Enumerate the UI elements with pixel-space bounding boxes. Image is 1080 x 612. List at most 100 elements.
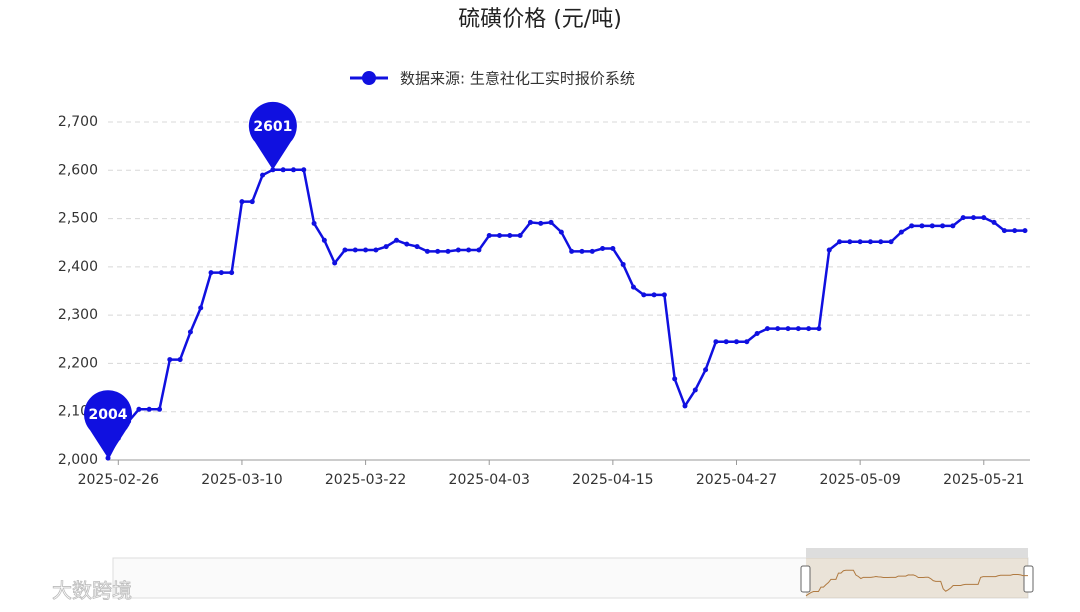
point bbox=[600, 246, 606, 252]
point bbox=[558, 229, 564, 235]
point bbox=[579, 248, 585, 254]
legend-marker bbox=[362, 71, 376, 85]
point bbox=[455, 247, 461, 253]
point bbox=[290, 167, 296, 173]
data-zoom[interactable] bbox=[112, 548, 1034, 599]
slider-bar bbox=[806, 548, 1028, 558]
point bbox=[960, 215, 966, 221]
pin bbox=[248, 101, 297, 170]
pin bbox=[84, 390, 132, 459]
point bbox=[538, 220, 544, 226]
point bbox=[146, 406, 152, 412]
point bbox=[734, 339, 740, 345]
point bbox=[476, 247, 482, 253]
point bbox=[713, 339, 719, 345]
point bbox=[692, 387, 698, 393]
y-tick-label: 2,000 bbox=[58, 452, 98, 468]
point bbox=[167, 357, 173, 363]
point bbox=[661, 292, 667, 298]
point bbox=[744, 339, 750, 345]
slider-window bbox=[806, 558, 1028, 598]
point bbox=[641, 292, 647, 298]
point bbox=[888, 239, 894, 245]
point bbox=[630, 284, 636, 290]
point bbox=[260, 172, 266, 178]
pin-label: 2601 bbox=[253, 119, 292, 135]
point bbox=[177, 357, 183, 363]
point bbox=[775, 326, 781, 332]
point bbox=[198, 305, 204, 311]
point bbox=[991, 219, 997, 225]
y-tick-label: 2,200 bbox=[58, 355, 98, 371]
point bbox=[970, 215, 976, 221]
point bbox=[383, 244, 389, 250]
line bbox=[106, 168, 1025, 459]
x-tick-label: 2025-03-22 bbox=[325, 472, 406, 488]
y-tick-label: 2,600 bbox=[58, 162, 98, 178]
point bbox=[826, 247, 832, 253]
point bbox=[507, 232, 513, 238]
point bbox=[229, 270, 235, 276]
point bbox=[424, 248, 430, 254]
point bbox=[651, 292, 657, 298]
slider-handle[interactable] bbox=[800, 565, 811, 593]
point bbox=[208, 270, 214, 276]
chart-title: 硫磺价格 (元/吨) bbox=[458, 7, 622, 32]
watermark: 大数跨境 bbox=[52, 579, 132, 603]
point bbox=[445, 248, 451, 254]
point bbox=[486, 232, 492, 238]
point bbox=[569, 248, 575, 254]
x-tick-label: 2025-03-10 bbox=[201, 472, 282, 488]
point bbox=[589, 248, 595, 254]
point bbox=[795, 326, 801, 332]
slider-line bbox=[805, 569, 1028, 597]
x-tick-label: 2025-05-21 bbox=[943, 472, 1024, 488]
pin-label: 2004 bbox=[89, 407, 128, 423]
point bbox=[363, 247, 369, 253]
point bbox=[239, 199, 245, 205]
point bbox=[1022, 228, 1028, 234]
point bbox=[187, 329, 193, 335]
point bbox=[136, 406, 142, 412]
y-tick-label: 2,700 bbox=[58, 114, 98, 130]
point bbox=[249, 199, 255, 205]
legend-label[interactable]: 数据来源: 生意社化工实时报价系统 bbox=[400, 70, 635, 88]
x-tick-label: 2025-04-27 bbox=[696, 472, 777, 488]
y-tick-label: 2,400 bbox=[58, 259, 98, 275]
point bbox=[321, 237, 327, 243]
point bbox=[157, 406, 163, 412]
point bbox=[373, 247, 379, 253]
point bbox=[1001, 228, 1007, 234]
point bbox=[754, 330, 760, 336]
point bbox=[816, 326, 822, 332]
point bbox=[218, 270, 224, 276]
point bbox=[332, 260, 338, 266]
point bbox=[311, 220, 317, 226]
point bbox=[352, 247, 358, 253]
point bbox=[280, 167, 286, 173]
point bbox=[703, 367, 709, 373]
point bbox=[898, 229, 904, 235]
y-tick-label: 2,300 bbox=[58, 307, 98, 323]
point bbox=[342, 247, 348, 253]
slider-handle[interactable] bbox=[1023, 565, 1034, 593]
point bbox=[950, 223, 956, 229]
point bbox=[981, 215, 987, 221]
y-tick-label: 2,500 bbox=[58, 211, 98, 227]
point bbox=[806, 326, 812, 332]
point bbox=[404, 241, 410, 247]
point bbox=[527, 219, 533, 225]
point bbox=[466, 247, 472, 253]
point bbox=[919, 223, 925, 229]
point bbox=[909, 223, 915, 229]
point bbox=[723, 339, 729, 345]
point bbox=[414, 244, 420, 250]
slider-track bbox=[112, 557, 1029, 599]
point bbox=[837, 239, 843, 245]
point bbox=[764, 326, 770, 332]
x-tick-label: 2025-04-15 bbox=[572, 472, 653, 488]
point bbox=[682, 403, 688, 409]
point bbox=[517, 232, 523, 238]
